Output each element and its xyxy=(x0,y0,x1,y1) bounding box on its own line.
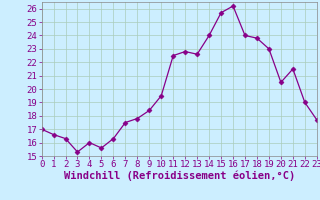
X-axis label: Windchill (Refroidissement éolien,°C): Windchill (Refroidissement éolien,°C) xyxy=(64,171,295,181)
